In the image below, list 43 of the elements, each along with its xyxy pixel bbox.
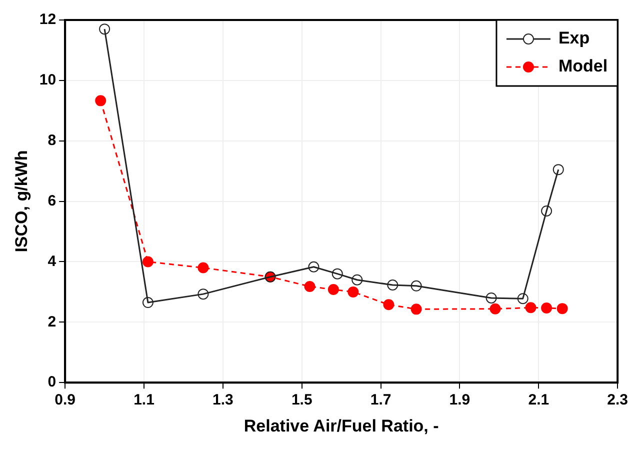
point bbox=[486, 292, 497, 304]
y-tick-label: 12 bbox=[39, 11, 56, 28]
y-tick-label: 0 bbox=[48, 374, 56, 391]
x-tick-label: 1.1 bbox=[134, 392, 154, 409]
point bbox=[198, 288, 209, 300]
x-tick-label: 2.1 bbox=[528, 392, 550, 409]
x-axis-title: Relative Air/Fuel Ratio, - bbox=[244, 416, 439, 436]
point bbox=[304, 281, 316, 292]
point bbox=[552, 164, 564, 176]
point bbox=[352, 274, 363, 286]
point bbox=[410, 304, 422, 315]
x-tick-label: 1.9 bbox=[449, 392, 470, 409]
point bbox=[490, 303, 501, 314]
point bbox=[525, 302, 536, 314]
legend-label: Model bbox=[558, 56, 608, 76]
y-tick-label: 4 bbox=[48, 252, 57, 270]
y-tick-label: 2 bbox=[48, 313, 56, 330]
point bbox=[541, 302, 552, 314]
x-tick-label: 1.7 bbox=[370, 392, 392, 409]
x-tick-label: 0.9 bbox=[54, 392, 76, 409]
point bbox=[95, 95, 106, 106]
point bbox=[198, 262, 209, 274]
x-tick-label: 1.3 bbox=[212, 392, 234, 409]
y-axis-title: ISCO, g/kWh bbox=[12, 150, 31, 252]
legend-label: Exp bbox=[558, 28, 590, 48]
point bbox=[328, 284, 339, 296]
point bbox=[410, 280, 422, 292]
point bbox=[332, 268, 343, 280]
point bbox=[387, 280, 398, 290]
point bbox=[517, 293, 528, 304]
x-tick-label: 2.3 bbox=[607, 392, 628, 409]
y-tick-label: 6 bbox=[48, 192, 56, 210]
point bbox=[556, 303, 568, 314]
point bbox=[541, 205, 552, 216]
point bbox=[308, 261, 320, 272]
point bbox=[142, 297, 154, 308]
point bbox=[383, 299, 394, 310]
y-tick-label: 8 bbox=[48, 132, 56, 150]
point bbox=[99, 24, 110, 35]
y-tick-label: 10 bbox=[39, 72, 56, 89]
point bbox=[142, 256, 154, 268]
point bbox=[348, 286, 359, 298]
x-tick-label: 1.5 bbox=[291, 392, 312, 409]
